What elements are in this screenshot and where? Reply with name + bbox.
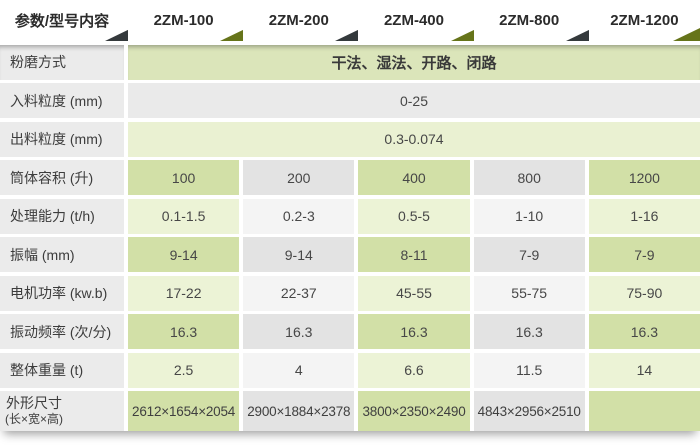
spec-value: 9-14	[243, 237, 355, 272]
spec-value: 2900×1884×2378	[243, 391, 355, 431]
spec-value: 11.5	[473, 352, 585, 388]
spec-value: 800	[473, 160, 585, 195]
header-cell-model-2: 2ZM-200	[243, 0, 363, 41]
corner-triangle-icon	[565, 28, 593, 41]
header-model-label: 2ZM-1200	[610, 12, 679, 29]
spec-value: 17-22	[128, 275, 240, 311]
spec-value: 14	[588, 352, 700, 388]
header-model-label: 2ZM-400	[383, 12, 444, 29]
spec-value: 75-90	[588, 275, 700, 311]
spec-value: 22-37	[243, 275, 355, 311]
spec-value: 1200	[588, 160, 700, 195]
dimensions-label-sub: (长×宽×高)	[5, 412, 64, 427]
spec-value: 55-75	[473, 275, 585, 311]
header-cell-model-4: 2ZM-800	[473, 0, 593, 41]
spec-value: 2612×1654×2054	[128, 391, 240, 431]
spec-value: 1-16	[588, 198, 700, 234]
row-label-dimensions: 外形尺寸 (长×宽×高)	[0, 391, 124, 431]
spec-value: 0.2-3	[243, 198, 355, 234]
spec-value: 4	[243, 352, 355, 388]
corner-triangle-icon	[672, 28, 700, 41]
header-cell-model-3: 2ZM-400	[358, 0, 478, 41]
spec-value-feed-size: 0-25	[128, 83, 700, 118]
spec-value: 2.5	[128, 352, 240, 388]
header-cell-model-5: 2ZM-1200	[588, 0, 700, 41]
spec-value: 100	[128, 160, 240, 195]
spec-value: 0.1-1.5	[128, 198, 240, 234]
row-label-capacity: 处理能力 (t/h)	[0, 198, 124, 234]
header-model-label: 2ZM-100	[153, 12, 214, 29]
row-label-cylinder-volume: 筒体容积 (升)	[0, 160, 124, 195]
corner-triangle-icon	[105, 28, 132, 41]
corner-triangle-icon	[220, 28, 248, 41]
header-param-label: 参数/型号内容	[14, 13, 110, 30]
spec-value: 7-9	[473, 237, 585, 272]
spec-value: 4843×2956×2510	[473, 391, 585, 431]
spec-value	[588, 391, 700, 431]
spec-value: 6.6	[358, 352, 470, 388]
spec-value-discharge-size: 0.3-0.074	[128, 121, 700, 157]
spec-value: 7-9	[588, 237, 700, 272]
row-label-amplitude: 振幅 (mm)	[0, 237, 124, 272]
spec-table: 参数/型号内容 2ZM-100 2ZM-200 2ZM-400 2ZM-800 …	[0, 0, 700, 431]
row-label-discharge-size: 出料粒度 (mm)	[0, 121, 124, 157]
row-label-grinding-method: 粉磨方式	[0, 44, 124, 80]
corner-triangle-icon	[335, 28, 363, 41]
corner-triangle-icon	[450, 28, 478, 41]
header-model-label: 2ZM-200	[268, 12, 329, 29]
spec-value: 45-55	[358, 275, 470, 311]
spec-value: 0.5-5	[358, 198, 470, 234]
header-cell-model-1: 2ZM-100	[128, 0, 248, 41]
spec-value: 16.3	[128, 314, 240, 349]
spec-value: 200	[243, 160, 355, 195]
dimensions-label: 外形尺寸	[6, 395, 62, 412]
spec-value-grinding-method: 干法、湿法、开路、闭路	[128, 44, 700, 80]
spec-value: 9-14	[128, 237, 240, 272]
spec-value: 16.3	[473, 314, 585, 349]
header-cell-param: 参数/型号内容	[0, 0, 132, 41]
header-model-label: 2ZM-800	[499, 12, 560, 29]
spec-value: 16.3	[358, 314, 470, 349]
spec-value: 16.3	[588, 314, 700, 349]
spec-value: 8-11	[358, 237, 470, 272]
spec-value: 3800×2350×2490	[358, 391, 470, 431]
spec-sheet: 参数/型号内容 2ZM-100 2ZM-200 2ZM-400 2ZM-800 …	[0, 0, 700, 431]
spec-value: 1-10	[473, 198, 585, 234]
row-label-motor-power: 电机功率 (kw.b)	[0, 275, 124, 311]
spec-value: 400	[358, 160, 470, 195]
spec-value: 16.3	[243, 314, 355, 349]
row-label-feed-size: 入料粒度 (mm)	[0, 83, 124, 118]
row-label-total-weight: 整体重量 (t)	[0, 352, 124, 388]
row-label-vibration-frequency: 振动频率 (次/分)	[0, 314, 124, 349]
